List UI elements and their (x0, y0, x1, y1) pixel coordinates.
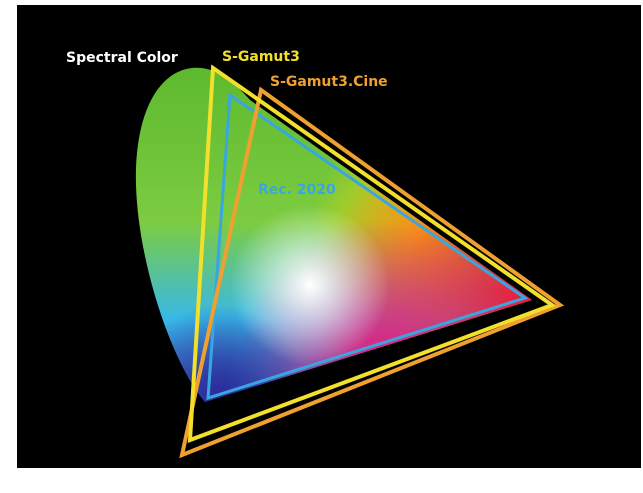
spectral-label: Spectral Color (66, 50, 178, 66)
sgamut3cine-triangle (179, 86, 565, 459)
rec2020-triangle (206, 92, 529, 401)
sgamut3-triangle (187, 64, 557, 443)
rec2020-label: Rec. 2020 (258, 182, 336, 198)
sgamut3cine-label: S-Gamut3.Cine (270, 74, 388, 90)
sgamut3-label: S-Gamut3 (222, 49, 300, 65)
